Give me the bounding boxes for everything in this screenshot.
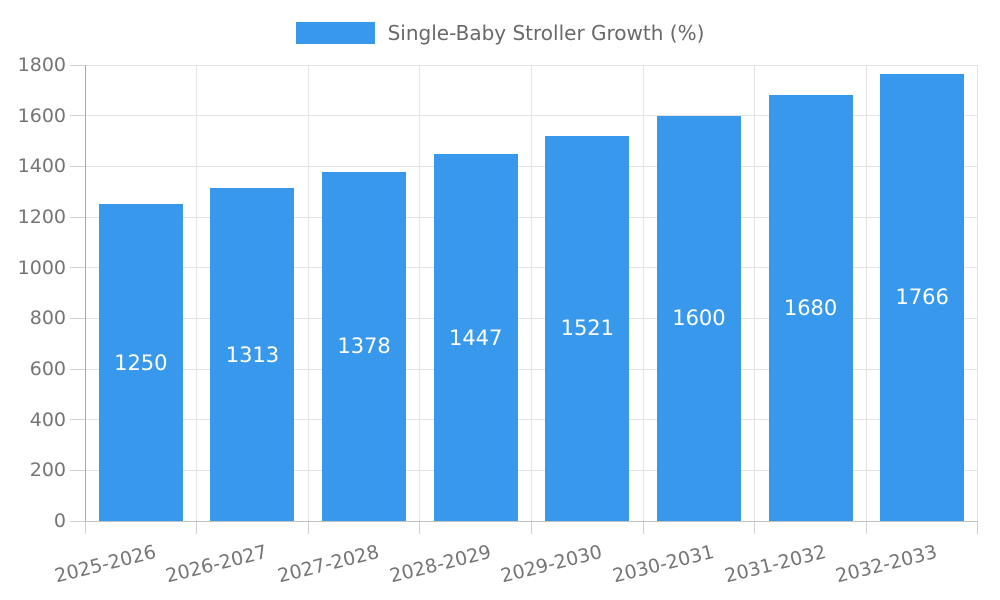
x-axis-label: 2031-2032 [722, 541, 828, 588]
y-axis-tick [70, 165, 85, 167]
x-gridline [419, 65, 421, 521]
y-axis-tick [70, 419, 85, 421]
x-axis-tick [419, 521, 421, 534]
y-axis-label: 1000 [17, 256, 66, 279]
bar[interactable]: 1680 [768, 95, 853, 521]
y-axis-label: 0 [53, 510, 66, 532]
bar[interactable]: 1313 [210, 188, 295, 521]
bar-value-label: 1680 [783, 296, 838, 321]
y-axis-label: 1600 [17, 104, 66, 127]
x-axis-tick [754, 521, 756, 534]
bar-value-label: 1600 [672, 306, 726, 331]
y-axis-label: 1800 [17, 54, 66, 76]
x-axis-label: 2030-2031 [610, 541, 717, 588]
x-gridline [531, 65, 532, 521]
x-axis-tick [865, 521, 867, 534]
x-gridline [865, 65, 867, 521]
y-axis-label: 400 [29, 408, 66, 431]
y-axis-label: 600 [29, 358, 66, 380]
legend-label: Single-Baby Stroller Growth (%) [387, 21, 705, 45]
y-axis-tick [70, 216, 85, 218]
bar[interactable]: 1250 [98, 204, 183, 521]
x-gridline [642, 65, 644, 521]
bar[interactable]: 1378 [322, 171, 407, 521]
bars-layer: 1250 1313 1378 1447 1521 1600 1680 1766 [85, 65, 978, 521]
bar-value-label: 1766 [895, 285, 949, 310]
bar-value-label: 1521 [560, 316, 615, 341]
x-gridline [196, 65, 198, 521]
x-axis-label: 2025-2026 [52, 541, 159, 588]
x-axis-label: 2029-2030 [498, 541, 605, 588]
x-axis-label: 2026-2027 [163, 541, 270, 588]
bar-value-label: 1378 [337, 334, 391, 359]
x-axis-tick [307, 521, 309, 534]
plot-area: 1250 1313 1378 1447 1521 1600 1680 1766 0 200 400… [18, 54, 978, 587]
bar-value-label: 1250 [114, 350, 168, 375]
y-axis-label: 1200 [17, 206, 66, 228]
x-axis-line [85, 521, 978, 522]
y-axis-tick [70, 368, 85, 370]
x-gridline [307, 65, 309, 521]
x-axis-tick [642, 521, 644, 534]
bar-value-label: 1447 [448, 325, 503, 350]
x-gridline [754, 65, 756, 521]
y-axis-line [85, 65, 86, 521]
x-axis-tick [84, 521, 86, 534]
y-axis-tick [70, 317, 85, 319]
y-axis-label: 800 [29, 307, 66, 330]
legend-swatch [295, 22, 375, 44]
y-axis-label: 1400 [17, 155, 66, 178]
x-axis-tick [196, 521, 198, 534]
y-axis-tick [70, 469, 85, 471]
y-axis-tick [70, 115, 85, 117]
x-axis-tick [977, 521, 978, 534]
bar[interactable]: 1600 [656, 115, 741, 521]
bar[interactable]: 1521 [545, 135, 630, 521]
bar-value-label: 1313 [225, 342, 280, 367]
x-axis-label: 2027-2028 [275, 541, 382, 588]
y-axis-label: 200 [29, 459, 66, 482]
x-axis-tick [531, 521, 532, 534]
legend[interactable]: Single-Baby Stroller Growth (%) [0, 20, 1000, 46]
x-axis-label: 2028-2029 [387, 541, 494, 588]
x-gridline [977, 65, 978, 521]
y-gridline [85, 65, 978, 66]
y-axis-tick [70, 267, 85, 269]
bar[interactable]: 1766 [880, 73, 965, 521]
y-axis-tick [70, 64, 85, 66]
y-axis-tick [70, 520, 85, 522]
bar[interactable]: 1447 [433, 154, 518, 521]
x-axis-label: 2032-2033 [833, 541, 940, 588]
